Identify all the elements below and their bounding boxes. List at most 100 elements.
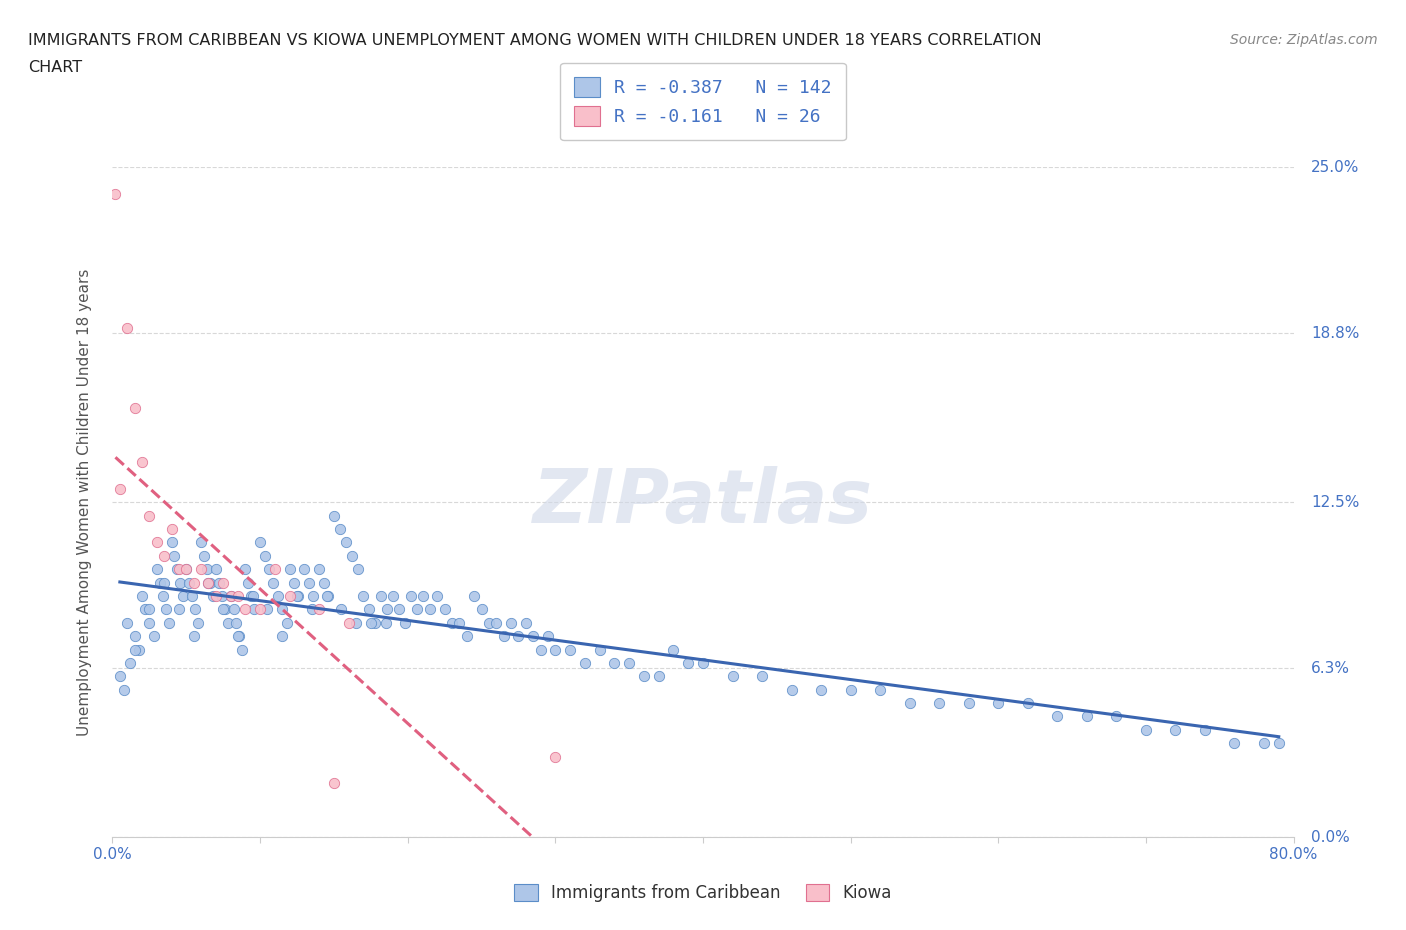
- Text: CHART: CHART: [28, 60, 82, 75]
- Point: [1017, 696, 1039, 711]
- Point: [205, 589, 228, 604]
- Point: [359, 602, 381, 617]
- Point: [181, 589, 204, 604]
- Point: [253, 549, 276, 564]
- Point: [142, 629, 165, 644]
- Point: [1268, 736, 1291, 751]
- Point: [301, 602, 323, 617]
- Point: [323, 508, 346, 523]
- Point: [647, 669, 671, 684]
- Point: [264, 562, 287, 577]
- Point: [405, 602, 427, 617]
- Point: [201, 589, 224, 604]
- Point: [212, 602, 235, 617]
- Point: [346, 562, 368, 577]
- Point: [751, 669, 773, 684]
- Point: [172, 589, 194, 604]
- Point: [515, 616, 537, 631]
- Point: [312, 575, 335, 590]
- Point: [370, 589, 392, 604]
- Point: [157, 616, 180, 631]
- Point: [108, 482, 131, 497]
- Point: [1135, 723, 1157, 737]
- Point: [456, 629, 478, 644]
- Point: [278, 562, 301, 577]
- Point: [399, 589, 422, 604]
- Point: [308, 562, 330, 577]
- Point: [433, 602, 456, 617]
- Point: [558, 642, 582, 657]
- Point: [869, 683, 891, 698]
- Text: 0.0%: 0.0%: [1312, 830, 1350, 844]
- Point: [226, 629, 249, 644]
- Point: [574, 656, 596, 671]
- Point: [184, 602, 207, 617]
- Point: [131, 589, 153, 604]
- Text: 12.5%: 12.5%: [1312, 495, 1360, 510]
- Point: [928, 696, 950, 711]
- Point: [1164, 723, 1187, 737]
- Point: [146, 562, 169, 577]
- Point: [537, 629, 560, 644]
- Point: [205, 562, 228, 577]
- Point: [131, 455, 153, 470]
- Text: 18.8%: 18.8%: [1312, 326, 1360, 341]
- Point: [374, 616, 396, 631]
- Point: [839, 683, 862, 698]
- Point: [411, 589, 433, 604]
- Point: [360, 616, 382, 631]
- Point: [588, 642, 610, 657]
- Point: [174, 562, 197, 577]
- Point: [485, 616, 508, 631]
- Point: [134, 602, 156, 617]
- Point: [226, 589, 249, 604]
- Point: [426, 589, 449, 604]
- Point: [243, 602, 266, 617]
- Point: [603, 656, 626, 671]
- Point: [335, 535, 357, 550]
- Point: [256, 602, 278, 617]
- Point: [163, 549, 186, 564]
- Point: [780, 683, 803, 698]
- Point: [124, 629, 146, 644]
- Point: [233, 562, 256, 577]
- Point: [544, 750, 567, 764]
- Point: [271, 602, 294, 617]
- Point: [302, 589, 325, 604]
- Point: [298, 575, 321, 590]
- Point: [167, 562, 190, 577]
- Point: [222, 602, 245, 617]
- Point: [619, 656, 641, 671]
- Point: [278, 589, 301, 604]
- Point: [352, 589, 374, 604]
- Point: [187, 616, 209, 631]
- Point: [183, 575, 205, 590]
- Point: [692, 656, 714, 671]
- Point: [240, 589, 263, 604]
- Point: [155, 602, 177, 617]
- Point: [233, 602, 256, 617]
- Point: [108, 669, 131, 684]
- Point: [1223, 736, 1246, 751]
- Point: [138, 508, 160, 523]
- Point: [153, 575, 176, 590]
- Point: [987, 696, 1010, 711]
- Point: [219, 589, 242, 604]
- Point: [117, 321, 138, 336]
- Point: [262, 575, 284, 590]
- Point: [124, 401, 146, 416]
- Point: [522, 629, 544, 644]
- Point: [810, 683, 832, 698]
- Point: [193, 549, 215, 564]
- Point: [898, 696, 921, 711]
- Point: [138, 616, 160, 631]
- Point: [190, 562, 212, 577]
- Point: [169, 575, 191, 590]
- Point: [211, 589, 233, 604]
- Point: [152, 589, 174, 604]
- Point: [231, 642, 253, 657]
- Point: [323, 776, 346, 790]
- Point: [492, 629, 515, 644]
- Point: [364, 616, 387, 631]
- Point: [441, 616, 464, 631]
